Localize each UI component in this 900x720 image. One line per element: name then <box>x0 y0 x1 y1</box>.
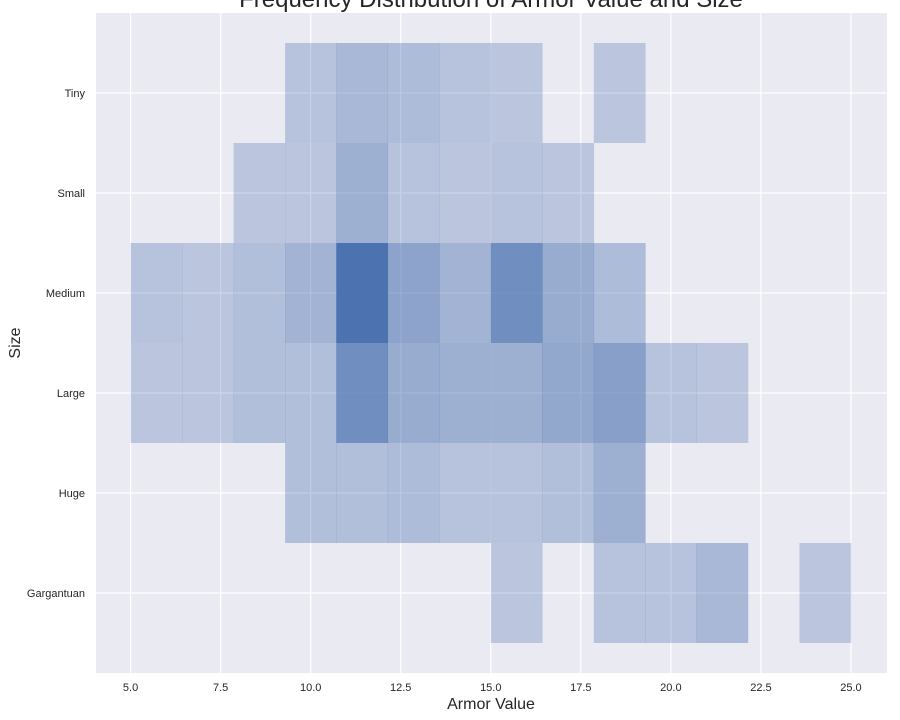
x-tick-label: 17.5 <box>570 682 591 694</box>
heatmap-cell <box>387 243 440 343</box>
heatmap-cell <box>490 543 543 643</box>
heatmap-cell <box>542 143 595 243</box>
heatmap-cell <box>542 343 595 443</box>
heatmap-cell <box>233 143 286 243</box>
tick-labels: 5.0 7.5 10.0 12.5 15.0 17.5 20.0 22.5 25.0 Tiny Sm… <box>27 88 862 694</box>
x-tick-label: 15.0 <box>480 682 501 694</box>
heatmap-cell <box>542 443 595 543</box>
heatmap-cell <box>593 43 646 143</box>
y-tick-label: Small <box>57 188 85 200</box>
heatmap-cell <box>439 43 492 143</box>
heatmap-cell <box>439 343 492 443</box>
x-tick-label: 20.0 <box>660 682 681 694</box>
heatmap-cell <box>233 343 286 443</box>
heatmap-cell <box>285 43 337 143</box>
y-tick-label: Medium <box>46 288 85 300</box>
x-tick-label: 10.0 <box>300 682 321 694</box>
y-tick-label: Tiny <box>65 88 86 100</box>
x-tick-label: 12.5 <box>390 682 411 694</box>
x-axis-title: Armor Value <box>447 696 535 713</box>
heatmap-cell <box>182 243 234 343</box>
heatmap-cell <box>490 43 543 143</box>
heatmap-cell <box>285 343 337 443</box>
y-axis-title: Size <box>7 327 24 358</box>
heatmap-cell <box>593 543 646 643</box>
heatmap-cell <box>593 443 646 543</box>
grid-lines <box>96 13 887 673</box>
heatmap-cell <box>439 443 492 543</box>
y-tick-label: Large <box>57 388 85 400</box>
heatmap-cell <box>490 443 543 543</box>
heatmap-cell <box>490 343 543 443</box>
heatmap-cells <box>130 43 852 643</box>
y-tick-label: Huge <box>59 488 85 500</box>
heatmap-cell <box>593 243 646 343</box>
heatmap-cell <box>182 343 234 443</box>
heatmap-cell <box>696 543 749 643</box>
heatmap-cell <box>336 143 389 243</box>
heatmap-cell <box>542 243 595 343</box>
heatmap-cell <box>645 543 697 643</box>
heatmap-cell <box>130 343 183 443</box>
chart-title: Frequency Distribution of Armor Value an… <box>239 0 743 13</box>
x-tick-label: 22.5 <box>750 682 771 694</box>
heatmap-cell <box>285 143 337 243</box>
heatmap-cell <box>439 143 492 243</box>
heatmap-cell <box>593 343 646 443</box>
heatmap-cell <box>490 243 543 343</box>
heatmap-cell <box>645 343 697 443</box>
x-tick-label: 25.0 <box>840 682 861 694</box>
heatmap-cell <box>233 243 286 343</box>
x-tick-label: 7.5 <box>213 682 228 694</box>
heatmap-cell <box>387 343 440 443</box>
heatmap-cell <box>387 443 440 543</box>
heatmap-cell <box>799 543 852 643</box>
heatmap-cell <box>336 343 389 443</box>
heatmap-cell <box>130 243 183 343</box>
heatmap-cell <box>387 43 440 143</box>
heatmap-cell <box>387 143 440 243</box>
heatmap-cell <box>336 243 389 343</box>
heatmap-cell <box>336 443 389 543</box>
heatmap-cell <box>490 143 543 243</box>
y-tick-label: Gargantuan <box>27 588 85 600</box>
heatmap-cell <box>285 443 337 543</box>
heatmap-cell <box>439 243 492 343</box>
heatmap-cell <box>285 243 337 343</box>
heatmap-cell <box>696 343 749 443</box>
x-tick-label: 5.0 <box>123 682 138 694</box>
heatmap-cell <box>336 43 389 143</box>
